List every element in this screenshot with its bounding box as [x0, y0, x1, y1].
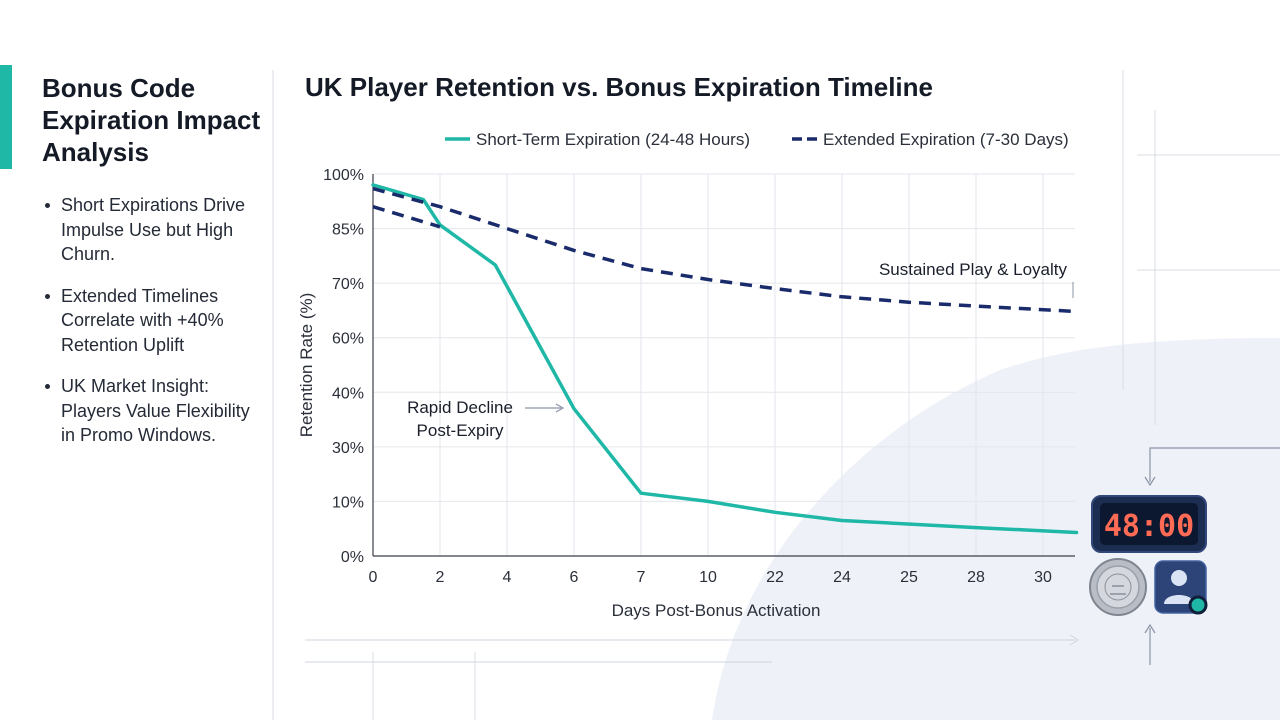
x-tick-label: 25	[900, 569, 918, 586]
legend-label-extended: Extended Expiration (7-30 Days)	[823, 130, 1069, 149]
annotation-text: Post-Expiry	[417, 421, 504, 440]
insight-item: Short Expirations Drive Impulse Use but …	[42, 193, 267, 267]
y-tick-label: 85%	[332, 222, 364, 239]
x-tick-label: 22	[766, 569, 784, 586]
insight-item: UK Market Insight: Players Value Flexibi…	[42, 374, 267, 448]
deco-arrow-head	[1144, 476, 1156, 487]
x-tick-label: 10	[699, 569, 717, 586]
x-tick-label: 0	[369, 569, 378, 586]
y-tick-label: 70%	[332, 276, 364, 293]
series-line-extended	[372, 186, 1077, 314]
chart-title: UK Player Retention vs. Bonus Expiration…	[305, 72, 933, 102]
annotation-rapid-decline: Rapid Decline Post-Expiry	[407, 398, 565, 440]
series-line-extended	[372, 205, 441, 229]
x-tick-label: 30	[1034, 569, 1052, 586]
timer-display: 48:00	[1104, 509, 1194, 544]
pound-coin-icon	[1089, 558, 1147, 616]
chart-grid	[372, 173, 1075, 557]
deco-arrow-head	[1069, 634, 1079, 646]
y-tick-labels: 0% 10% 30% 40% 60% 70% 85% 100%	[323, 167, 364, 566]
deco-arrow-head	[1144, 623, 1156, 634]
x-tick-labels: 0 2 4 6 7 10 22 24 25 28 30	[369, 569, 1052, 586]
y-tick-label: 40%	[332, 385, 364, 402]
y-tick-label: 10%	[332, 494, 364, 511]
insight-list: Short Expirations Drive Impulse Use but …	[42, 193, 267, 465]
arrow-head-icon	[555, 403, 565, 413]
chart-legend: Short-Term Expiration (24-48 Hours) Exte…	[445, 130, 1069, 149]
x-tick-label: 28	[967, 569, 985, 586]
insight-item: Extended Timelines Correlate with +40% R…	[42, 284, 267, 358]
x-tick-label: 6	[570, 569, 579, 586]
y-tick-label: 30%	[332, 440, 364, 457]
chart-series	[371, 183, 1079, 535]
x-tick-label: 24	[833, 569, 851, 586]
annotation-sustained-play: Sustained Play & Loyalty	[879, 260, 1074, 298]
deco-connector	[1149, 447, 1280, 482]
sidebar-title: Bonus Code Expiration Impact Analysis	[42, 73, 261, 167]
x-tick-label: 2	[436, 569, 445, 586]
x-tick-label: 4	[503, 569, 512, 586]
y-tick-label: 100%	[323, 167, 364, 184]
x-tick-label: 7	[637, 569, 646, 586]
y-axis-title: Retention Rate (%)	[297, 293, 316, 438]
timer-icon: 48:00	[1091, 495, 1207, 553]
accent-bar	[0, 65, 12, 169]
legend-label-short-term: Short-Term Expiration (24-48 Hours)	[476, 130, 750, 149]
y-tick-label: 0%	[341, 549, 364, 566]
annotation-text: Sustained Play & Loyalty	[879, 260, 1068, 279]
y-tick-label: 60%	[332, 331, 364, 348]
user-online-icon	[1154, 560, 1208, 615]
series-line-short-term	[371, 183, 1079, 535]
annotation-text: Rapid Decline	[407, 398, 513, 417]
x-axis-title: Days Post-Bonus Activation	[612, 601, 821, 620]
